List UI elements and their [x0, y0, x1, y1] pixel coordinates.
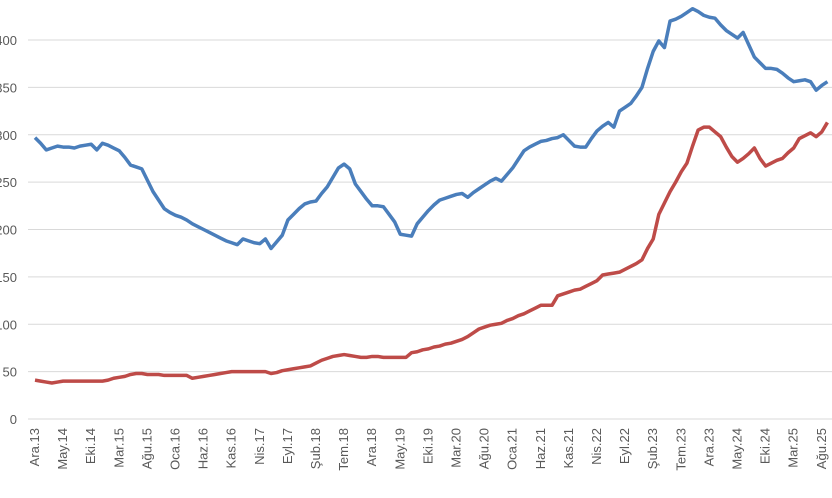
x-tick-label: Kas.21: [561, 428, 576, 468]
y-tick-label: 150: [0, 270, 17, 285]
x-tick-label: May.14: [55, 428, 70, 470]
x-tick-label: Oca.16: [168, 428, 183, 470]
y-tick-label: 200: [0, 223, 17, 238]
series-line: [34, 121, 829, 385]
x-tick-label: Nis.17: [252, 428, 267, 465]
y-tick-label: 250: [0, 175, 17, 190]
y-tick-label: 300: [0, 128, 17, 143]
x-tick-label: Ara.13: [27, 428, 42, 466]
x-tick-label: Eki.24: [758, 428, 773, 464]
x-tick-label: Tem.18: [336, 428, 351, 471]
x-tick-label: Kas.16: [224, 428, 239, 468]
x-tick-label: Şub.23: [645, 428, 660, 469]
y-tick-label: 50: [3, 365, 17, 380]
x-tick-label: Haz.21: [533, 428, 548, 469]
x-tick-label: Eki.19: [420, 428, 435, 464]
x-tick-label: May.24: [730, 428, 745, 470]
x-tick-label: Nis.22: [589, 428, 604, 465]
x-tick-label: Haz.16: [196, 428, 211, 469]
x-tick-label: Ağu.15: [139, 428, 154, 469]
x-tick-label: Şub.18: [308, 428, 323, 469]
x-tick-label: Eki.14: [83, 428, 98, 464]
series-line: [33, 6, 829, 251]
x-tick-label: Eyl.17: [280, 428, 295, 464]
x-tick-label: Ara.23: [701, 428, 716, 466]
y-tick-label: 350: [0, 80, 17, 95]
y-tick-label: 0: [10, 412, 17, 427]
x-tick-label: Ağu.25: [814, 428, 829, 469]
x-tick-label: Oca.21: [505, 428, 520, 470]
x-tick-label: Mar.25: [786, 428, 801, 468]
y-tick-label: 400: [0, 33, 17, 48]
x-tick-label: Mar.20: [449, 428, 464, 468]
x-tick-label: May.19: [392, 428, 407, 470]
x-tick-label: Ağu.20: [477, 428, 492, 469]
x-tick-label: Ara.18: [364, 428, 379, 466]
y-tick-label: 100: [0, 317, 17, 332]
x-tick-label: Eyl.22: [617, 428, 632, 464]
x-tick-label: Tem.23: [673, 428, 688, 471]
x-tick-label: Mar.15: [111, 428, 126, 468]
